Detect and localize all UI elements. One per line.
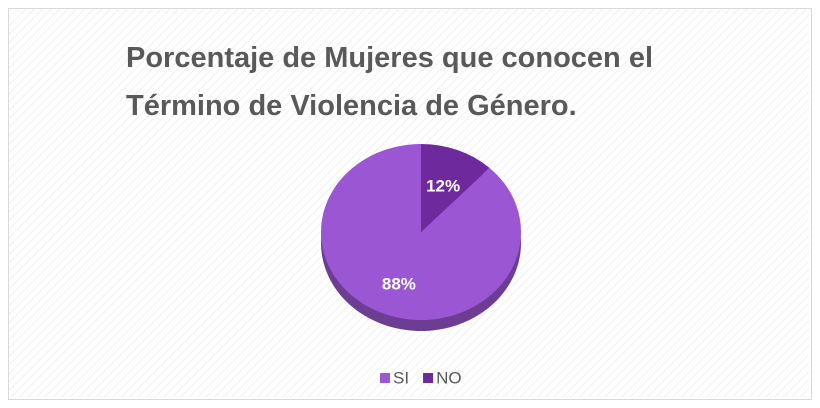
slice: [421, 144, 490, 232]
chart-title: Porcentaje de Mujeres que conocen el Tér…: [126, 42, 653, 122]
data-label: 88%: [382, 275, 416, 294]
chart-frame: [8, 8, 812, 400]
legend-label: SI: [393, 368, 409, 387]
legend-swatch: [423, 373, 434, 383]
legend-swatch: [380, 373, 390, 383]
data-label: 12%: [426, 176, 460, 195]
legend-label: NO: [436, 368, 462, 387]
